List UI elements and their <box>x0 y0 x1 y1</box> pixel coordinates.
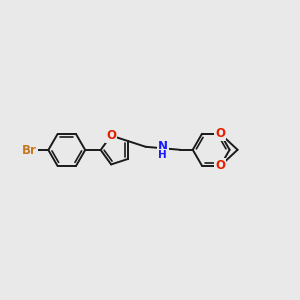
Text: O: O <box>215 159 225 172</box>
Text: N: N <box>158 140 168 153</box>
Text: O: O <box>215 127 225 140</box>
Text: H: H <box>158 150 167 160</box>
Text: O: O <box>106 129 116 142</box>
Text: Br: Br <box>22 143 37 157</box>
